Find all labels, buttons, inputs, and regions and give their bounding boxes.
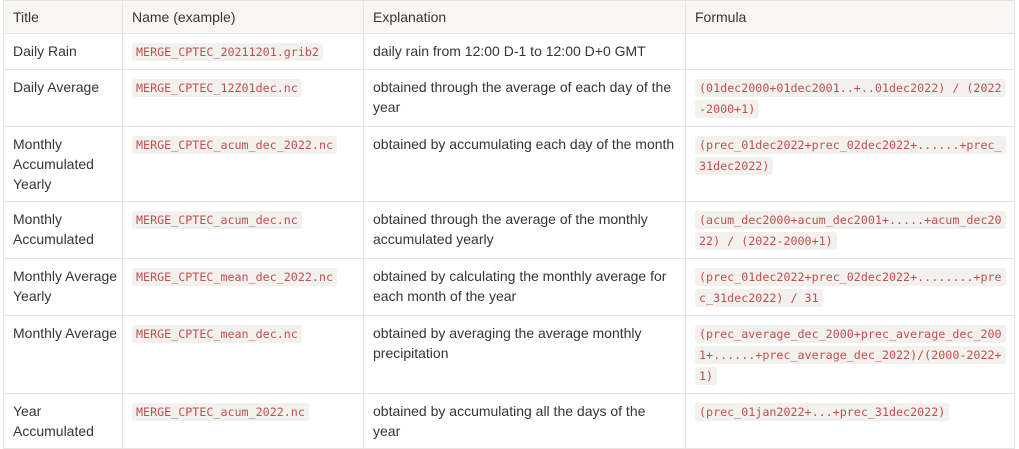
row-name-cell: MERGE_CPTEC_acum_dec.nc: [122, 201, 364, 259]
table-row: Monthly Average Yearly MERGE_CPTEC_mean_…: [3, 258, 1015, 316]
header-title: Title: [3, 0, 123, 34]
row-formula-cell: (prec_01jan2022+...+prec_31dec2022): [685, 393, 1015, 449]
table-row: Monthly Accumulated Yearly MERGE_CPTEC_a…: [3, 126, 1015, 202]
row-formula-cell: [685, 33, 1015, 70]
row-title: Monthly Average: [3, 315, 123, 394]
data-table: Title Name (example) Explanation Formula…: [3, 0, 1015, 449]
table-row: Monthly Accumulated MERGE_CPTEC_acum_dec…: [3, 201, 1015, 259]
table-row: Year Accumulated MERGE_CPTEC_acum_2022.n…: [3, 393, 1015, 449]
row-formula-code: (acum_dec2000+acum_dec2001+.....+acum_de…: [695, 211, 1006, 250]
row-name-cell: MERGE_CPTEC_20211201.grib2: [122, 33, 364, 70]
row-formula-cell: (acum_dec2000+acum_dec2001+.....+acum_de…: [685, 201, 1015, 259]
row-name-cell: MERGE_CPTEC_acum_dec_2022.nc: [122, 126, 364, 202]
row-name-cell: MERGE_CPTEC_12Z01dec.nc: [122, 69, 364, 127]
row-name-code: MERGE_CPTEC_12Z01dec.nc: [132, 79, 302, 97]
row-title: Daily Rain: [3, 33, 123, 70]
table-row: Daily Average MERGE_CPTEC_12Z01dec.nc ob…: [3, 69, 1015, 127]
row-name-cell: MERGE_CPTEC_mean_dec_2022.nc: [122, 258, 364, 316]
row-formula-code: (prec_average_dec_2000+prec_average_dec_…: [695, 325, 1006, 385]
table-row: Monthly Average MERGE_CPTEC_mean_dec.nc …: [3, 315, 1015, 394]
row-explanation: obtained through the average of each day…: [363, 69, 686, 127]
row-title: Monthly Accumulated Yearly: [3, 126, 123, 202]
row-name-code: MERGE_CPTEC_20211201.grib2: [132, 43, 323, 61]
row-formula-cell: (prec_01dec2022+prec_02dec2022+........+…: [685, 258, 1015, 316]
header-explanation: Explanation: [363, 0, 686, 34]
header-formula: Formula: [685, 0, 1015, 34]
row-formula-cell: (01dec2000+01dec2001..+..01dec2022) / (2…: [685, 69, 1015, 127]
row-title: Daily Average: [3, 69, 123, 127]
row-explanation: obtained by accumulating each day of the…: [363, 126, 686, 202]
row-formula-cell: (prec_average_dec_2000+prec_average_dec_…: [685, 315, 1015, 394]
row-title: Monthly Accumulated: [3, 201, 123, 259]
row-explanation: obtained by accumulating all the days of…: [363, 393, 686, 449]
row-explanation: daily rain from 12:00 D-1 to 12:00 D+0 G…: [363, 33, 686, 70]
row-name-code: MERGE_CPTEC_mean_dec_2022.nc: [132, 268, 338, 286]
row-formula-code: (prec_01dec2022+prec_02dec2022+......+pr…: [695, 136, 1006, 175]
row-explanation: obtained by averaging the average monthl…: [363, 315, 686, 394]
table-container: Title Name (example) Explanation Formula…: [3, 0, 1016, 449]
row-title: Year Accumulated: [3, 393, 123, 449]
row-name-code: MERGE_CPTEC_acum_dec.nc: [132, 211, 302, 229]
row-name-code: MERGE_CPTEC_mean_dec.nc: [132, 325, 302, 343]
header-row: Title Name (example) Explanation Formula: [3, 0, 1015, 34]
row-formula-code: (01dec2000+01dec2001..+..01dec2022) / (2…: [695, 79, 1006, 118]
row-name-code: MERGE_CPTEC_acum_2022.nc: [132, 403, 309, 421]
row-title: Monthly Average Yearly: [3, 258, 123, 316]
table-row: Daily Rain MERGE_CPTEC_20211201.grib2 da…: [3, 33, 1015, 70]
row-name-cell: MERGE_CPTEC_mean_dec.nc: [122, 315, 364, 394]
row-name-code: MERGE_CPTEC_acum_dec_2022.nc: [132, 136, 338, 154]
header-name: Name (example): [122, 0, 364, 34]
row-explanation: obtained by calculating the monthly aver…: [363, 258, 686, 316]
row-formula-code: (prec_01jan2022+...+prec_31dec2022): [695, 403, 950, 421]
row-name-cell: MERGE_CPTEC_acum_2022.nc: [122, 393, 364, 449]
row-formula-code: (prec_01dec2022+prec_02dec2022+........+…: [695, 268, 1006, 307]
row-explanation: obtained through the average of the mont…: [363, 201, 686, 259]
row-formula-cell: (prec_01dec2022+prec_02dec2022+......+pr…: [685, 126, 1015, 202]
